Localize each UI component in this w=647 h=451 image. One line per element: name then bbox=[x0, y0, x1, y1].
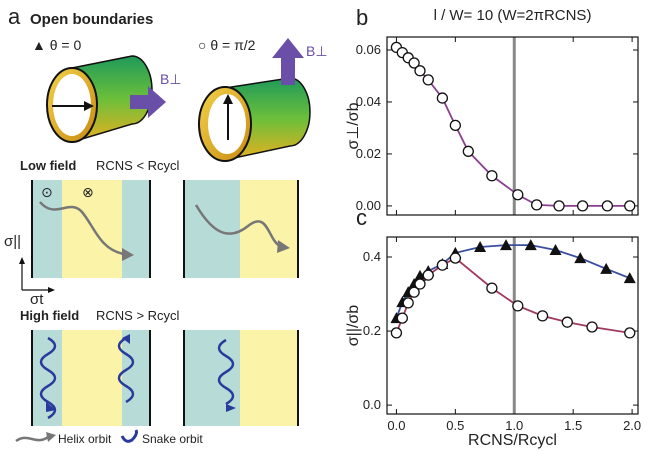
marker bbox=[486, 282, 498, 294]
strip bbox=[183, 330, 299, 426]
marker bbox=[449, 252, 461, 264]
plot-frame bbox=[386, 236, 639, 415]
marker bbox=[422, 74, 434, 86]
y-tick-label: 0.4 bbox=[363, 249, 381, 264]
marker bbox=[390, 327, 403, 339]
marker bbox=[624, 327, 636, 339]
x-tick-label: 0.5 bbox=[446, 418, 464, 433]
cylinder bbox=[46, 55, 166, 144]
y-tick-label: 0.04 bbox=[356, 94, 381, 109]
marker bbox=[512, 300, 524, 312]
marker bbox=[623, 272, 636, 284]
section-title: High field bbox=[20, 308, 79, 323]
legend-label: Helix orbit bbox=[58, 432, 112, 446]
marker bbox=[402, 297, 414, 309]
panel-letter: a bbox=[8, 4, 21, 29]
x-tick-label: 1.5 bbox=[564, 418, 582, 433]
marker bbox=[436, 92, 449, 104]
strip bbox=[31, 180, 151, 278]
axis-label: σ|| bbox=[4, 233, 21, 250]
marker bbox=[474, 240, 487, 252]
marker bbox=[414, 65, 426, 77]
marker bbox=[422, 269, 434, 281]
marker bbox=[408, 286, 420, 298]
section-condition: RCNS > Rcycl bbox=[96, 308, 180, 323]
marker bbox=[462, 145, 474, 157]
panel-letter: c bbox=[356, 205, 367, 230]
section-title: Low field bbox=[20, 158, 76, 173]
marker bbox=[414, 278, 426, 290]
marker bbox=[500, 239, 513, 251]
marker bbox=[601, 200, 614, 212]
y-tick-label: 0.0 bbox=[363, 397, 381, 412]
legend-icons bbox=[15, 429, 138, 443]
marker bbox=[396, 312, 408, 324]
y-tick-label: 0.02 bbox=[356, 146, 381, 161]
marker bbox=[600, 262, 613, 274]
marker bbox=[486, 170, 498, 182]
axis-label: σt bbox=[30, 291, 44, 308]
marker bbox=[561, 316, 573, 328]
marker bbox=[536, 310, 549, 322]
axes-arrows bbox=[19, 257, 55, 293]
strip bbox=[183, 180, 299, 278]
field-label: B⊥ bbox=[306, 43, 328, 59]
chart-title: l / W= 10 (W=2πRCNS) bbox=[434, 7, 592, 24]
marker bbox=[549, 243, 562, 255]
marker bbox=[531, 199, 543, 211]
y-tick-label: 0.06 bbox=[356, 42, 381, 57]
x-tick-label: 2.0 bbox=[623, 418, 641, 433]
charts: b l / W= 10 (W=2πRCNS) σ⊥/σb 0.00 0.02 0.04 0.… bbox=[345, 5, 641, 449]
marker bbox=[436, 259, 449, 271]
marker bbox=[576, 200, 589, 212]
marker bbox=[512, 189, 524, 201]
case-label: ○ θ = π/2 bbox=[198, 37, 256, 53]
panel-letter: b bbox=[356, 5, 368, 30]
x-tick-label: 0.0 bbox=[387, 418, 405, 433]
marker bbox=[524, 239, 537, 251]
marker bbox=[449, 119, 461, 132]
marker bbox=[553, 200, 565, 212]
section-condition: RCNS < Rcycl bbox=[96, 158, 180, 173]
y-tick-label: 0.00 bbox=[356, 198, 381, 213]
symbol: ⊙ bbox=[41, 184, 53, 200]
marker bbox=[408, 57, 420, 69]
symbol: ⊗ bbox=[82, 184, 94, 200]
x-tick-label: 1.0 bbox=[505, 418, 523, 433]
field-label: B⊥ bbox=[160, 71, 182, 87]
marker bbox=[586, 321, 598, 333]
x-axis-label: RCNS/Rcycl bbox=[468, 432, 557, 449]
panel-title: Open boundaries bbox=[30, 11, 153, 28]
strip bbox=[31, 330, 151, 426]
y-axis-label: σ⊥/σb bbox=[345, 102, 362, 149]
y-tick-label: 0.2 bbox=[363, 323, 381, 338]
marker bbox=[574, 252, 587, 264]
plot-frame bbox=[386, 36, 639, 216]
cylinder bbox=[198, 38, 311, 162]
y-axis-label: σ||/σb bbox=[345, 305, 362, 347]
marker bbox=[413, 269, 426, 281]
legend-label: Snake orbit bbox=[142, 432, 203, 446]
marker bbox=[624, 200, 636, 212]
case-label: ▲ θ = 0 bbox=[32, 37, 81, 53]
